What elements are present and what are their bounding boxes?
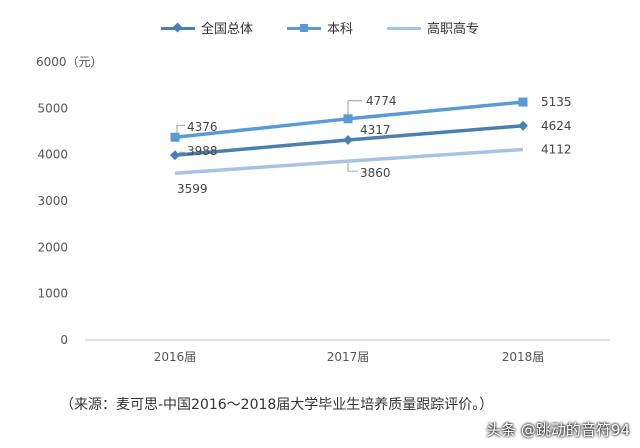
data-label: 3860 <box>360 166 391 180</box>
legend-item-vocational: 高职高专 <box>387 18 479 37</box>
legend-item-national: 全国总体 <box>160 18 253 37</box>
watermark: 头条 @跳动的音符94 <box>486 421 630 439</box>
x-tick-label: 2017届 <box>327 350 370 364</box>
x-tick-label: 2016届 <box>154 350 197 364</box>
legend-swatch-vocational <box>387 22 421 34</box>
data-point-undergrad <box>518 97 528 107</box>
data-point-undergrad <box>343 114 353 124</box>
y-axis-label: 6000（元） <box>36 55 103 69</box>
data-point-national <box>518 120 528 131</box>
data-label: 4112 <box>541 142 572 156</box>
data-label: 5135 <box>541 95 572 109</box>
y-tick-label: 1000 <box>37 287 68 301</box>
data-label: 3988 <box>187 144 218 158</box>
data-label-leader <box>347 163 358 172</box>
legend-swatch-undergrad <box>286 22 321 34</box>
data-point-national <box>343 135 353 145</box>
data-label: 4774 <box>366 94 397 108</box>
data-label: 4317 <box>360 123 391 137</box>
y-tick-label: 0 <box>60 333 68 347</box>
data-point-national <box>170 150 180 161</box>
source-caption: （来源：麦可思-中国2016～2018届大学毕业生培养质量跟踪评价。） <box>60 397 494 413</box>
legend-label-undergrad: 本科 <box>326 22 353 37</box>
data-label: 3599 <box>177 182 208 196</box>
y-tick-label: 4000 <box>37 148 68 162</box>
y-tick-label: 3000 <box>37 194 68 208</box>
legend-label-vocational: 高职高专 <box>427 22 480 37</box>
x-tick-label: 2018届 <box>502 350 545 364</box>
legend-label-national: 全国总体 <box>200 22 253 37</box>
data-label-leader <box>347 100 362 115</box>
y-tick-label: 5000 <box>37 101 68 115</box>
data-label: 4376 <box>187 120 218 134</box>
legend-item-undergrad: 本科 <box>286 18 353 37</box>
legend-swatch-national <box>160 22 195 34</box>
chart-legend: 全国总体 本科 高职高专 <box>0 18 640 37</box>
y-tick-label: 2000 <box>37 240 68 254</box>
series-line-2 <box>174 147 524 175</box>
data-point-undergrad <box>170 132 180 142</box>
data-label-leader <box>176 124 185 135</box>
data-label: 4624 <box>541 119 572 133</box>
